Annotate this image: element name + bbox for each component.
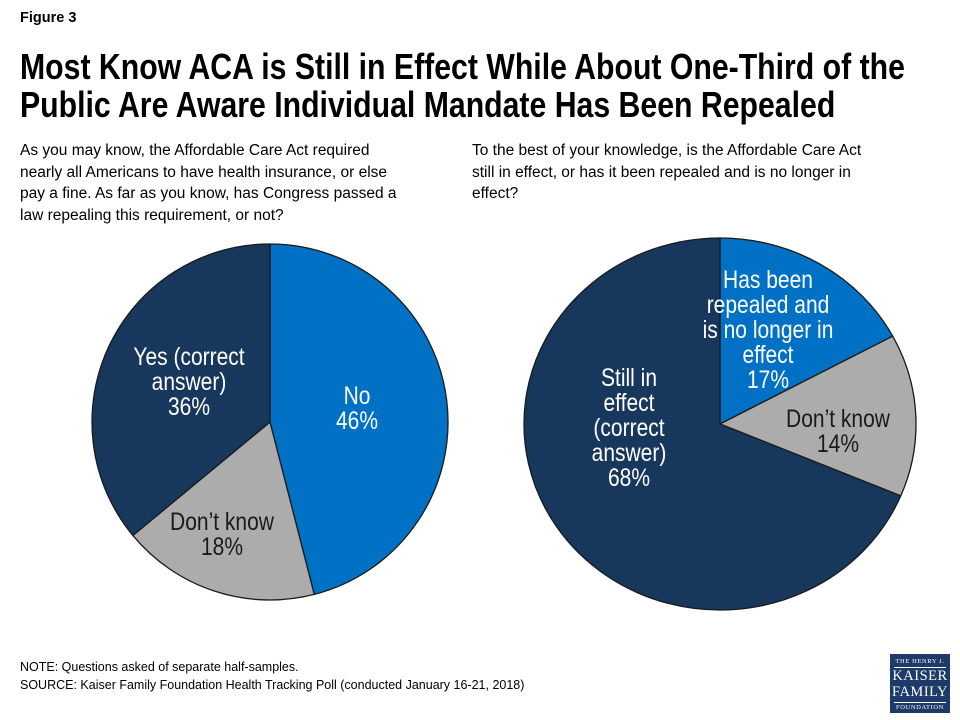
pie-slice: [132, 421, 315, 601]
kff-logo-henry-j: THE HENRY J.: [895, 658, 945, 665]
page-title: Most Know ACA is Still in Effect While A…: [20, 48, 905, 124]
figure-label: Figure 3: [20, 10, 77, 26]
kff-logo-foundation: FOUNDATION: [896, 704, 944, 711]
right-pie-label-still-in-effect: Still in effect (correct answer) 68%: [591, 364, 667, 492]
footnotes: NOTE: Questions asked of separate half-s…: [20, 659, 524, 694]
pie-slice: [91, 243, 271, 537]
pie-slice: [719, 237, 894, 425]
right-pie-label-repealed: Has been repealed and is no longer in ef…: [702, 266, 834, 394]
question-text-right: To the best of your knowledge, is the Af…: [472, 142, 862, 202]
kff-logo-rule-bottom: [894, 702, 946, 703]
question-text-left: As you may know, the Affordable Care Act…: [20, 142, 397, 224]
left-pie-label-yes: Yes (correct answer) 36%: [133, 343, 245, 421]
kff-logo-kaiser: KAISER: [892, 668, 948, 684]
left-pie-label-dont-know: Don’t know 18%: [170, 508, 274, 561]
right-pie-chart: [523, 237, 917, 611]
left-pie-label-no: No 46%: [335, 382, 379, 435]
kff-logo: THE HENRY J. KAISER FAMILY FOUNDATION: [890, 654, 950, 713]
kff-logo-family: FAMILY: [891, 683, 949, 700]
pie-slice: [719, 335, 917, 497]
source-text: SOURCE: Kaiser Family Foundation Health …: [20, 677, 525, 692]
page-title-line-2: Public Are Aware Individual Mandate Has …: [20, 84, 836, 125]
note-text: NOTE: Questions asked of separate half-s…: [20, 660, 299, 674]
pie-slice: [269, 243, 449, 596]
page-title-line-1: Most Know ACA is Still in Effect While A…: [20, 46, 905, 87]
kff-logo-rule-top: [894, 667, 946, 668]
right-pie-label-dont-know: Don’t know 14%: [786, 405, 890, 458]
pie-slice: [523, 237, 902, 611]
left-pie-chart: [91, 243, 449, 601]
